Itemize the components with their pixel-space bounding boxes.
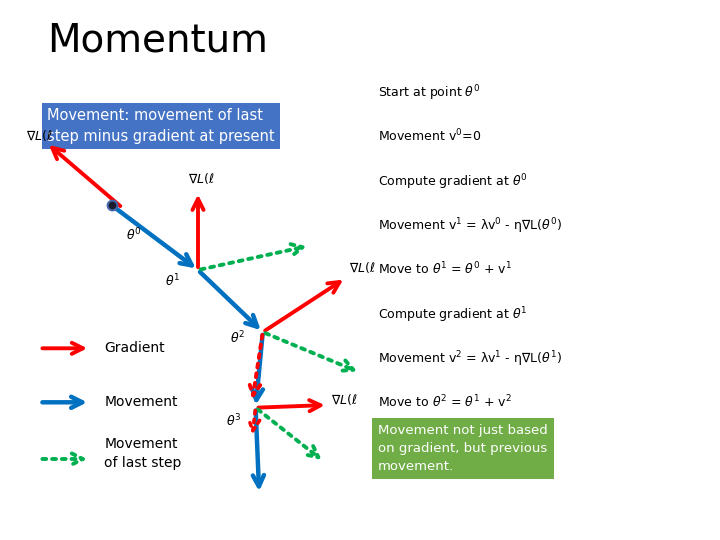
Text: Movement: movement of last
step minus gradient at present: Movement: movement of last step minus gr… [47, 108, 274, 144]
Text: Compute gradient at $\theta^0$: Compute gradient at $\theta^0$ [378, 172, 528, 192]
Text: $\theta^1$: $\theta^1$ [165, 273, 180, 289]
Text: Movement not just based
on gradient, but previous
movement.: Movement not just based on gradient, but… [378, 424, 548, 473]
Text: Move to $\theta^2$ = $\theta^1$ + v$^2$: Move to $\theta^2$ = $\theta^1$ + v$^2$ [378, 394, 512, 410]
Text: Movement v$^1$ = λv$^0$ - η∇L($\theta^0$): Movement v$^1$ = λv$^0$ - η∇L($\theta^0$… [378, 217, 562, 236]
Text: $\nabla L(\ell$: $\nabla L(\ell$ [331, 392, 358, 407]
Text: Movement: Movement [104, 395, 178, 409]
Text: Momentum: Momentum [47, 22, 268, 59]
Text: Gradient: Gradient [104, 341, 165, 355]
Text: $\nabla L(\ell$: $\nabla L(\ell$ [27, 128, 53, 143]
FancyArrowPatch shape [249, 335, 262, 395]
Text: $\theta^3$: $\theta^3$ [225, 413, 241, 430]
FancyArrowPatch shape [266, 333, 354, 371]
Text: Start at point $\theta^0$: Start at point $\theta^0$ [378, 84, 480, 103]
Text: Movement v$^0$=0: Movement v$^0$=0 [378, 128, 481, 145]
Text: $\theta^0$: $\theta^0$ [126, 227, 142, 244]
Text: Move to $\theta^1$ = $\theta^0$ + v$^1$: Move to $\theta^1$ = $\theta^0$ + v$^1$ [378, 261, 512, 278]
FancyArrowPatch shape [248, 410, 260, 431]
Text: Movement
of last step: Movement of last step [104, 437, 181, 470]
Text: Compute gradient at $\theta^1$: Compute gradient at $\theta^1$ [378, 305, 528, 325]
FancyArrowPatch shape [258, 409, 318, 457]
Text: $\nabla L(\ell$: $\nabla L(\ell$ [349, 260, 376, 275]
FancyArrowPatch shape [42, 454, 83, 464]
Text: Movement v$^2$ = λv$^1$ - η∇L($\theta^1$): Movement v$^2$ = λv$^1$ - η∇L($\theta^1$… [378, 349, 562, 369]
FancyArrowPatch shape [201, 244, 302, 269]
Text: $\theta^2$: $\theta^2$ [230, 329, 245, 346]
Text: $\nabla L(\ell$: $\nabla L(\ell$ [189, 171, 215, 186]
